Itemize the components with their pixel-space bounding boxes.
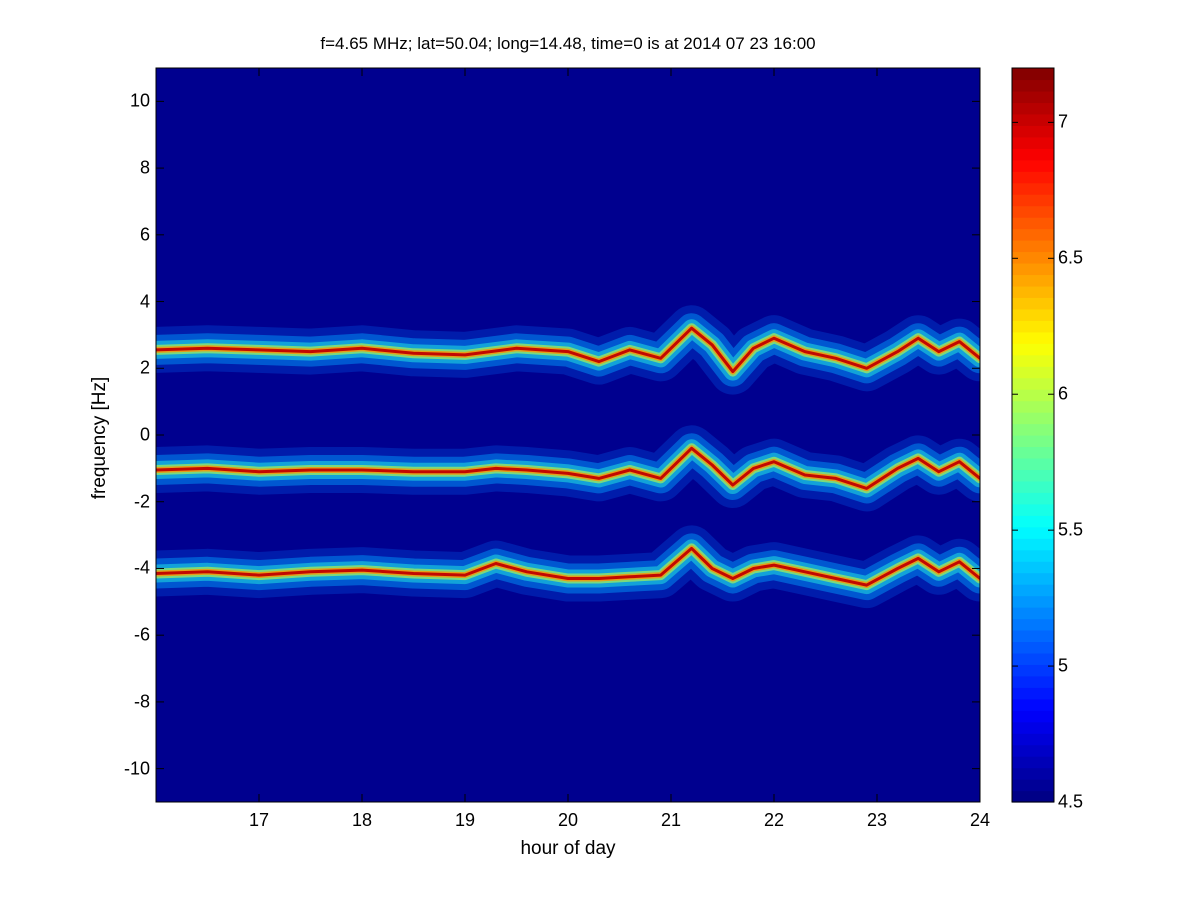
colorbar-step [1012,710,1054,723]
colorbar-step [1012,354,1054,367]
colorbar-step [1012,262,1054,276]
colorbar-step [1012,538,1054,551]
colorbar-step [1012,526,1054,539]
colorbar-step [1012,412,1054,425]
bands-group [156,305,980,609]
colorbar-step [1012,240,1054,253]
colorbar-step [1012,618,1054,631]
colorbar-step [1012,744,1054,757]
colorbar-step [1012,561,1054,574]
x-axis-label: hour of day [520,838,616,859]
colorbar-step [1012,584,1054,597]
band-1-layer-6 [156,326,980,374]
colorbar-step [1012,469,1054,482]
colorbar-step [1012,125,1054,138]
colorbar-step [1012,90,1054,104]
y-tick-label: -6 [133,624,150,645]
colorbar-tick-label: 6 [1058,383,1069,404]
colorbar-step [1012,595,1054,608]
colorbar-tick-label: 7 [1058,111,1069,132]
band-2-layer-6 [156,446,980,490]
colorbar-step [1012,457,1054,471]
colorbar-step [1012,320,1054,333]
x-tick-label: 18 [351,810,373,830]
colorbar-step [1012,148,1054,161]
colorbar-step [1012,228,1054,241]
colorbar-step [1012,297,1054,310]
colorbar-step [1012,492,1054,505]
colorbar-step [1012,251,1054,264]
colorbar-step [1012,790,1054,803]
x-tick-label: 19 [454,810,476,830]
x-tick-label: 23 [866,810,888,830]
colorbar-step [1012,607,1054,620]
y-tick-label: 6 [139,224,150,245]
colorbar-step [1012,343,1054,356]
colorbar-step [1012,733,1054,746]
colorbar-step [1012,159,1054,172]
colorbar-step [1012,182,1054,195]
colorbar-tick-label: 4.5 [1058,791,1084,812]
colorbar-step [1012,366,1054,379]
y-tick-label: 10 [129,90,150,111]
colorbar-step [1012,331,1054,344]
colorbar-step [1012,136,1054,149]
x-tick-label: 21 [660,810,682,830]
colorbar-step [1012,285,1054,298]
x-tick-label: 22 [763,810,785,830]
band-3-layer-6 [156,546,980,587]
colorbar-step [1012,698,1054,711]
colorbar-step [1012,79,1054,92]
colorbar-step [1012,664,1054,677]
colorbar-step [1012,68,1054,81]
colorbar-step [1012,721,1054,734]
y-tick-label: -10 [123,758,150,779]
colorbar-tick-label: 5.5 [1058,519,1084,540]
plot-background [156,68,980,802]
colorbar-step [1012,779,1054,792]
colorbar-step [1012,652,1054,665]
colorbar-step [1012,308,1054,321]
colorbar-step [1012,389,1054,402]
x-tick-label: 17 [248,810,270,830]
colorbar-step [1012,767,1054,780]
colorbar-tick-label: 5 [1058,655,1069,676]
colorbar-tick-label: 6.5 [1058,247,1084,268]
x-tick-label: 20 [557,810,579,830]
y-tick-label: 8 [139,157,150,178]
colorbar-step [1012,205,1054,218]
colorbar-step [1012,274,1054,287]
colorbar-step [1012,480,1054,493]
colorbar-step [1012,171,1054,184]
colorbar-step [1012,641,1054,654]
y-tick-label: -8 [133,691,150,712]
y-tick-label: -4 [133,557,150,578]
colorbar-step [1012,377,1054,390]
y-tick-label: -2 [133,491,150,512]
colorbar-frame [1011,67,1055,803]
colorbar-step [1012,503,1054,516]
colorbar-step [1012,572,1054,585]
colorbar-step [1012,549,1054,562]
colorbar-step [1012,629,1054,643]
colorbar-step [1012,102,1054,115]
colorbar-step [1012,756,1054,769]
y-tick-label: 4 [139,291,150,312]
colorbar-step [1012,113,1054,126]
colorbar-step [1012,400,1054,413]
x-tick-label: 24 [969,810,991,830]
y-tick-label: 2 [139,357,150,378]
colorbar-step [1012,446,1054,459]
chart-title: f=4.65 MHz; lat=50.04; long=14.48, time=… [320,34,816,53]
colorbar-step [1012,435,1054,448]
colorbar-step [1012,423,1054,436]
colorbar-step [1012,194,1054,207]
colorbar-step [1012,675,1054,688]
colorbar-step [1012,687,1054,700]
colorbar-step [1012,217,1054,230]
colorbar-step [1012,515,1054,528]
y-tick-label: 0 [139,424,150,445]
